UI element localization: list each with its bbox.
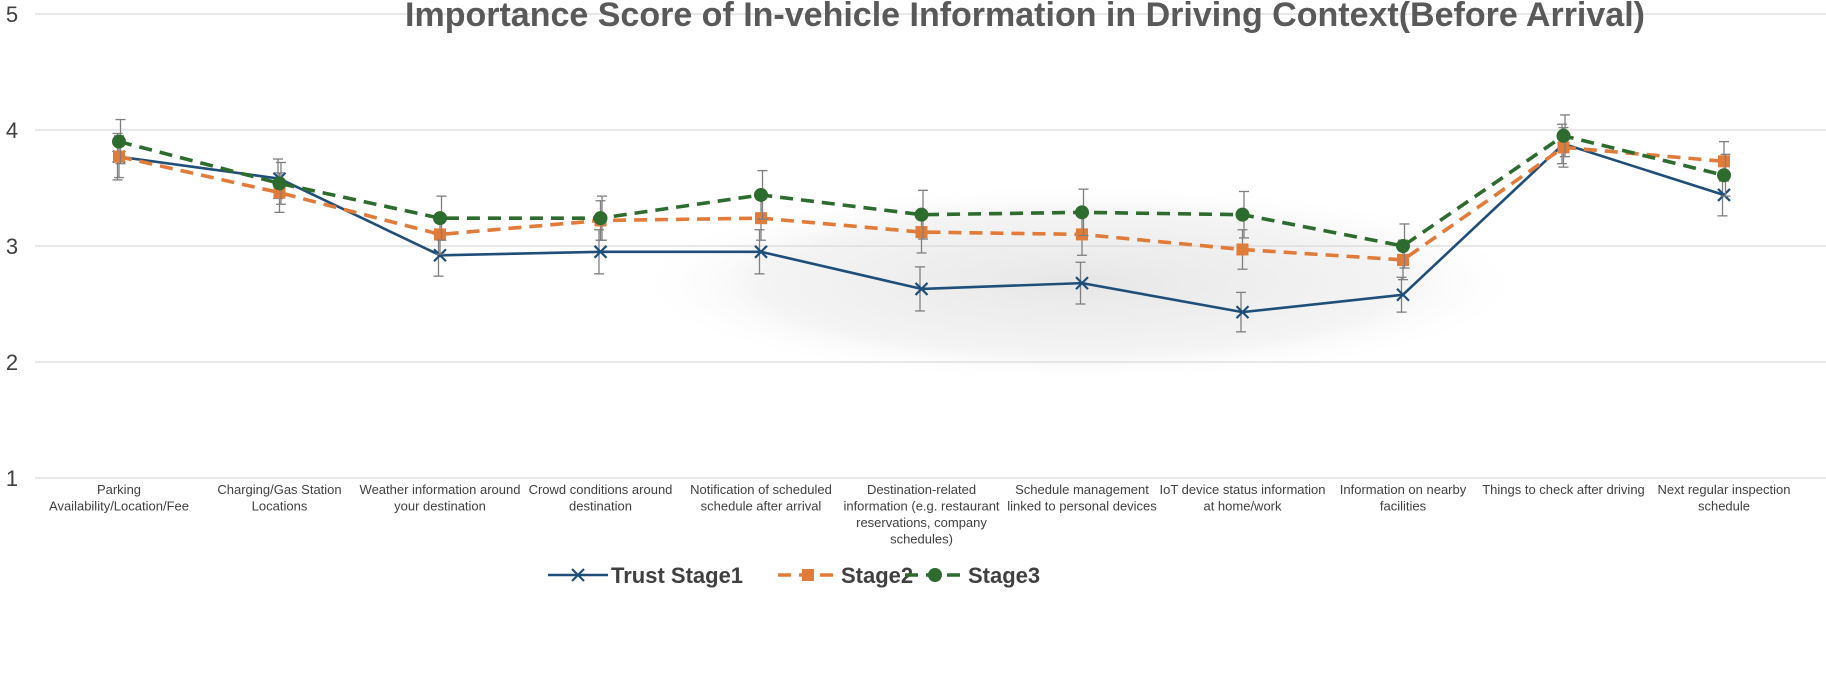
data-point <box>754 187 768 202</box>
data-point <box>433 211 447 226</box>
data-point <box>1718 155 1730 168</box>
data-point <box>1235 305 1250 319</box>
legend: Trust Stage1 Stage2 Stage3 <box>548 563 1040 588</box>
y-tick-label: 2 <box>6 350 18 375</box>
data-point <box>433 248 447 263</box>
data-point <box>1075 205 1089 220</box>
data-point <box>914 207 929 222</box>
legend-label: Stage2 <box>841 563 913 588</box>
x-tick-label: Destination-related information (e.g. res… <box>843 482 999 547</box>
y-axis-ticks: 1 2 3 4 5 <box>6 2 18 491</box>
x-tick-label: Things to check after driving <box>1482 482 1645 497</box>
legend-item: Stage3 <box>905 563 1040 588</box>
x-tick-label: Weather information around your destinati… <box>360 482 521 514</box>
series-3 <box>112 114 1731 269</box>
x-axis-labels: Parking Availability/Location/Fee Charging… <box>49 482 1790 547</box>
data-point <box>914 282 929 296</box>
data-point <box>1076 228 1088 241</box>
x-tick-label: Schedule management linked to personal de… <box>1007 482 1157 514</box>
series-group <box>112 114 1731 333</box>
data-point <box>272 176 287 191</box>
series-line <box>118 145 1725 262</box>
data-point <box>1396 239 1410 253</box>
data-point <box>1717 188 1731 202</box>
gridlines <box>35 13 1826 479</box>
legend-marker <box>928 568 942 582</box>
x-tick-label: Information on nearby facilities <box>1340 482 1467 514</box>
x-tick-label: Crowd conditions around destination <box>529 482 673 514</box>
data-point <box>1397 253 1409 266</box>
data-point <box>915 226 928 239</box>
data-point <box>1075 276 1089 290</box>
data-point <box>1717 168 1731 183</box>
legend-marker <box>802 569 814 581</box>
y-tick-label: 1 <box>6 466 18 491</box>
x-tick-label: IoT device status information at home/wor… <box>1160 482 1326 514</box>
data-point <box>1557 141 1570 154</box>
legend-label: Stage3 <box>968 563 1040 588</box>
y-tick-label: 4 <box>6 118 18 143</box>
legend-marker <box>571 568 585 582</box>
data-point <box>1556 128 1571 143</box>
data-point <box>754 245 768 259</box>
data-point <box>593 211 608 226</box>
data-point <box>1235 207 1250 222</box>
x-tick-label: Charging/Gas Station Locations <box>217 482 341 514</box>
data-point <box>755 212 767 225</box>
x-tick-label: Parking Availability/Location/Fee <box>49 482 189 514</box>
x-tick-label: Notification of scheduled schedule after … <box>690 482 832 514</box>
legend-item: Trust Stage1 <box>548 563 743 588</box>
legend-label: Trust Stage1 <box>611 563 743 588</box>
legend-item: Stage2 <box>778 563 913 588</box>
data-point <box>112 134 126 149</box>
y-tick-label: 3 <box>6 234 18 259</box>
y-tick-label: 5 <box>6 2 18 27</box>
x-tick-label: Next regular inspection schedule <box>1658 482 1791 514</box>
data-point <box>593 245 608 259</box>
data-point <box>1236 243 1249 256</box>
data-point <box>434 228 446 241</box>
chart-title: Importance Score of In-vehicle Informati… <box>405 0 1645 34</box>
data-point <box>113 150 125 163</box>
series-line <box>118 134 1725 248</box>
data-point <box>1396 287 1410 302</box>
